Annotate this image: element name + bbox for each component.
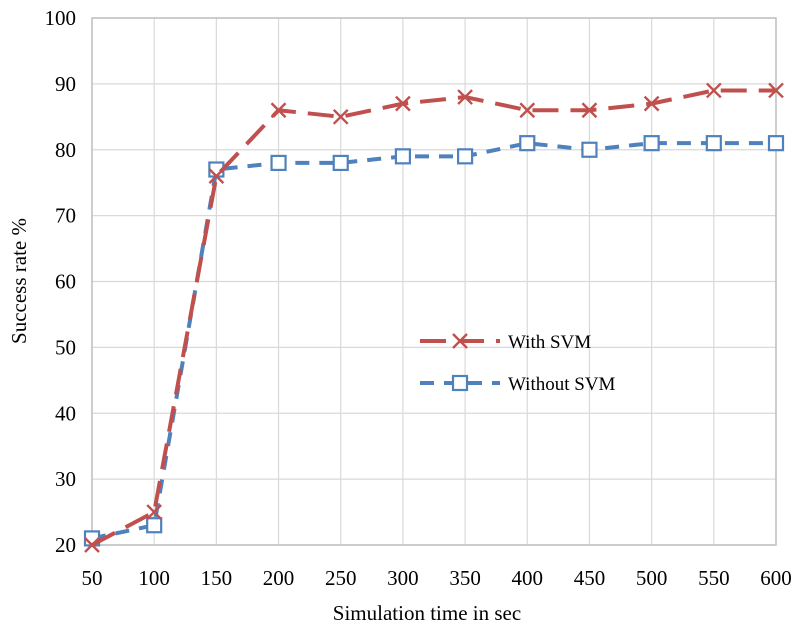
plot-area-border bbox=[91, 17, 777, 546]
square-marker bbox=[705, 135, 722, 152]
square-marker bbox=[767, 135, 785, 152]
square-marker bbox=[146, 517, 163, 534]
square-marker bbox=[581, 141, 598, 158]
y-tick-label: 50 bbox=[55, 335, 76, 359]
x-marker bbox=[270, 102, 287, 119]
y-tick-label: 100 bbox=[45, 6, 77, 30]
x-marker bbox=[146, 504, 163, 520]
y-tick-label: 20 bbox=[55, 533, 76, 557]
x-tick-label: 400 bbox=[512, 566, 544, 590]
x-marker bbox=[457, 89, 473, 105]
x-tick-label: 250 bbox=[325, 566, 357, 590]
y-tick-label: 40 bbox=[55, 401, 76, 425]
x-marker bbox=[84, 537, 100, 553]
x-marker bbox=[452, 333, 468, 349]
square-marker bbox=[332, 154, 349, 172]
legend-label: Without SVM bbox=[508, 374, 616, 395]
x-marker bbox=[208, 168, 225, 184]
x-tick-label: 50 bbox=[82, 566, 103, 590]
x-marker bbox=[643, 95, 660, 112]
tick-labels: 20 30 40 50 60 70 80 90 100 50 100 150 200 250 300 350 4… bbox=[45, 6, 792, 590]
square-marker bbox=[519, 135, 536, 152]
y-tick-label: 70 bbox=[55, 204, 76, 228]
square-marker bbox=[643, 135, 660, 152]
square-marker bbox=[456, 148, 474, 165]
x-tick-label: 600 bbox=[760, 566, 792, 590]
grid bbox=[91, 17, 777, 546]
x-marker bbox=[768, 82, 784, 99]
x-tick-label: 150 bbox=[201, 566, 233, 590]
x-tick-label: 450 bbox=[574, 566, 606, 590]
x-tick-label: 500 bbox=[636, 566, 668, 590]
y-tick-label: 90 bbox=[55, 72, 76, 96]
x-marker bbox=[519, 102, 536, 119]
x-tick-label: 350 bbox=[449, 566, 481, 590]
y-tick-label: 80 bbox=[55, 138, 76, 162]
x-tick-label: 300 bbox=[387, 566, 419, 590]
series-layer bbox=[83, 82, 785, 553]
x-tick-label: 200 bbox=[263, 566, 295, 590]
x-tick-label: 550 bbox=[698, 566, 730, 590]
x-tick-label: 100 bbox=[138, 566, 170, 590]
x-axis-title: Simulation time in sec bbox=[333, 601, 521, 625]
y-tick-label: 60 bbox=[55, 270, 76, 294]
x-marker bbox=[581, 102, 598, 119]
series-line-with-svm bbox=[91, 88, 776, 547]
square-marker bbox=[394, 148, 412, 165]
legend: With SVM Without SVM bbox=[420, 332, 616, 395]
x-marker bbox=[332, 108, 349, 125]
x-marker bbox=[705, 82, 722, 99]
square-marker bbox=[270, 154, 287, 172]
x-marker bbox=[395, 95, 411, 112]
legend-label: With SVM bbox=[508, 332, 591, 353]
axes bbox=[91, 17, 777, 546]
y-axis-title: Success rate % bbox=[7, 218, 31, 344]
square-marker bbox=[451, 374, 469, 392]
y-tick-label: 30 bbox=[55, 467, 76, 491]
